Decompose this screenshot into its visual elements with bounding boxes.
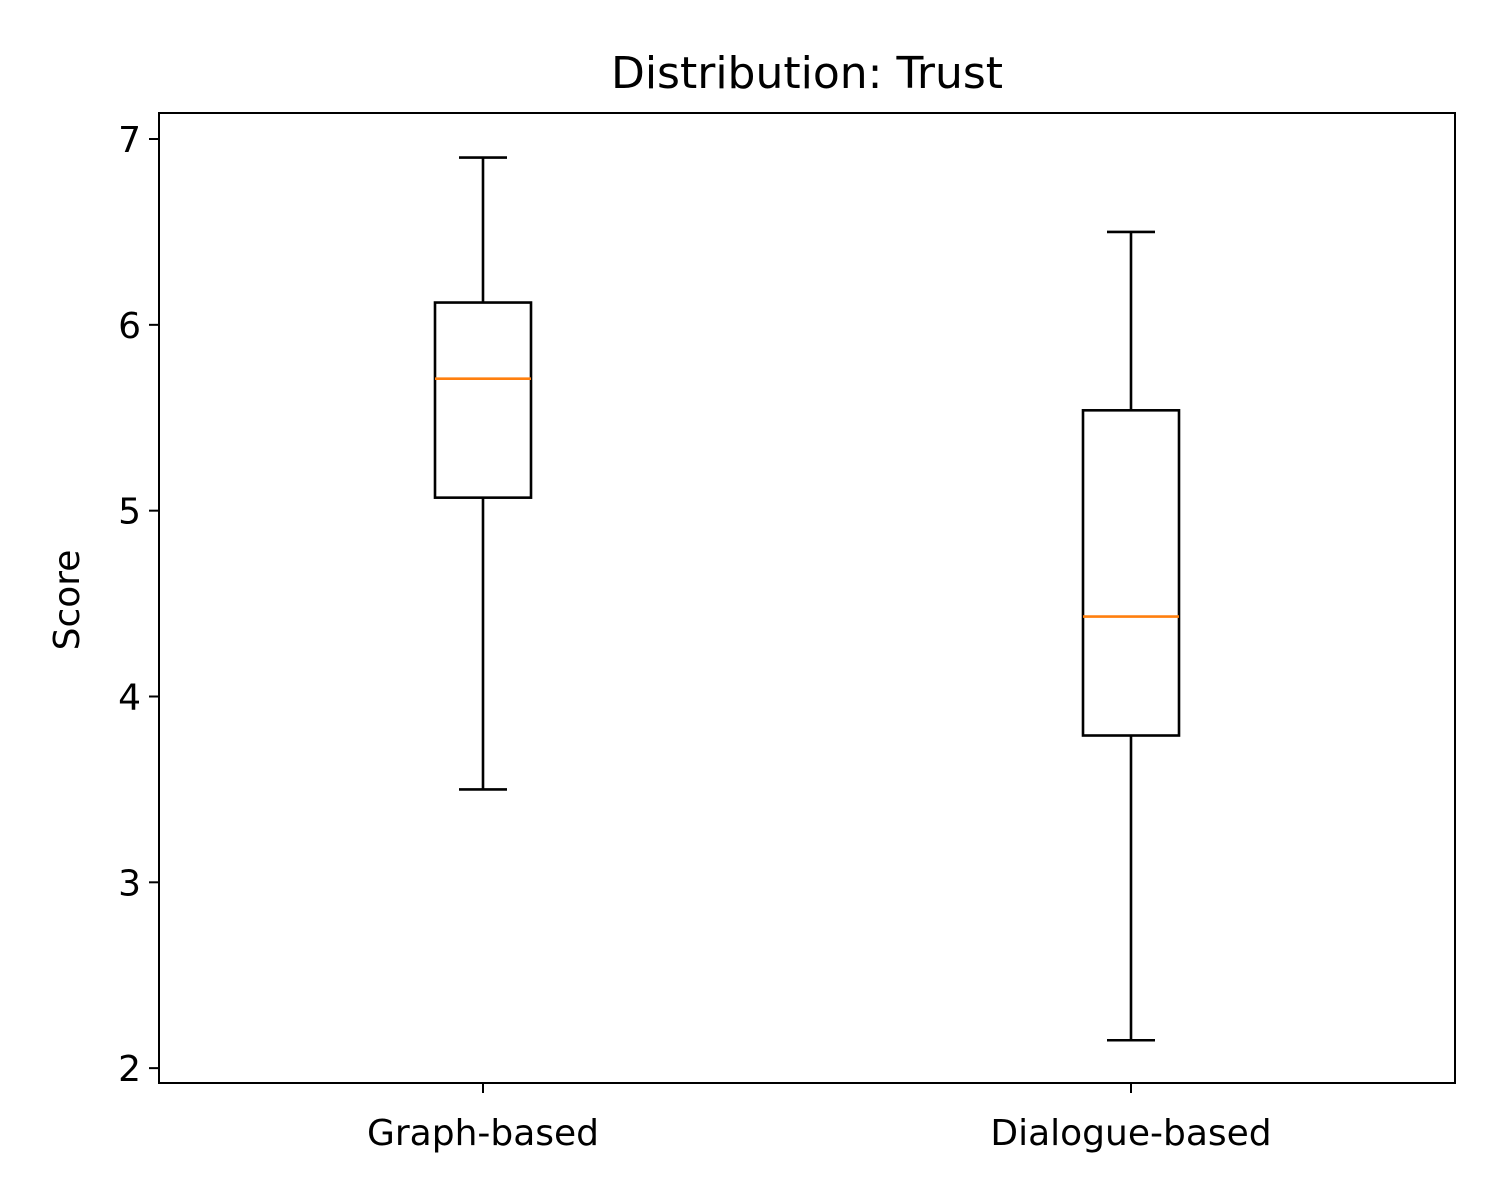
graph-based-box [433,301,533,499]
dialogue-based-box [1081,409,1181,737]
chart-title: Distribution: Trust [611,48,1003,99]
y-tick-label-7: 7 [118,120,141,161]
plot-area: 2 3 4 5 6 7 Graph-based Dialogue-based [118,120,1272,1154]
x-tick-label-dialogue-based: Dialogue-based [990,1113,1271,1154]
y-tick-label-5: 5 [118,492,141,533]
x-tick-label-graph-based: Graph-based [367,1113,599,1154]
y-tick-label-3: 3 [118,863,141,904]
y-tick-label-2: 2 [118,1049,141,1090]
axes-frame [158,112,1456,1084]
y-tick-label-4: 4 [118,677,141,718]
y-axis-label: Score [47,550,88,651]
y-tick-label-6: 6 [118,306,141,347]
